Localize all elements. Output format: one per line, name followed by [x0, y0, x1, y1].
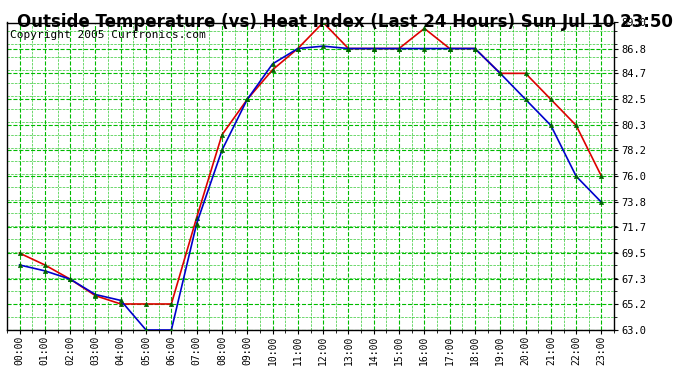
- Text: Outside Temperature (vs) Heat Index (Last 24 Hours) Sun Jul 10 23:50: Outside Temperature (vs) Heat Index (Las…: [17, 13, 673, 31]
- Text: Copyright 2005 Curtronics.com: Copyright 2005 Curtronics.com: [10, 30, 206, 40]
